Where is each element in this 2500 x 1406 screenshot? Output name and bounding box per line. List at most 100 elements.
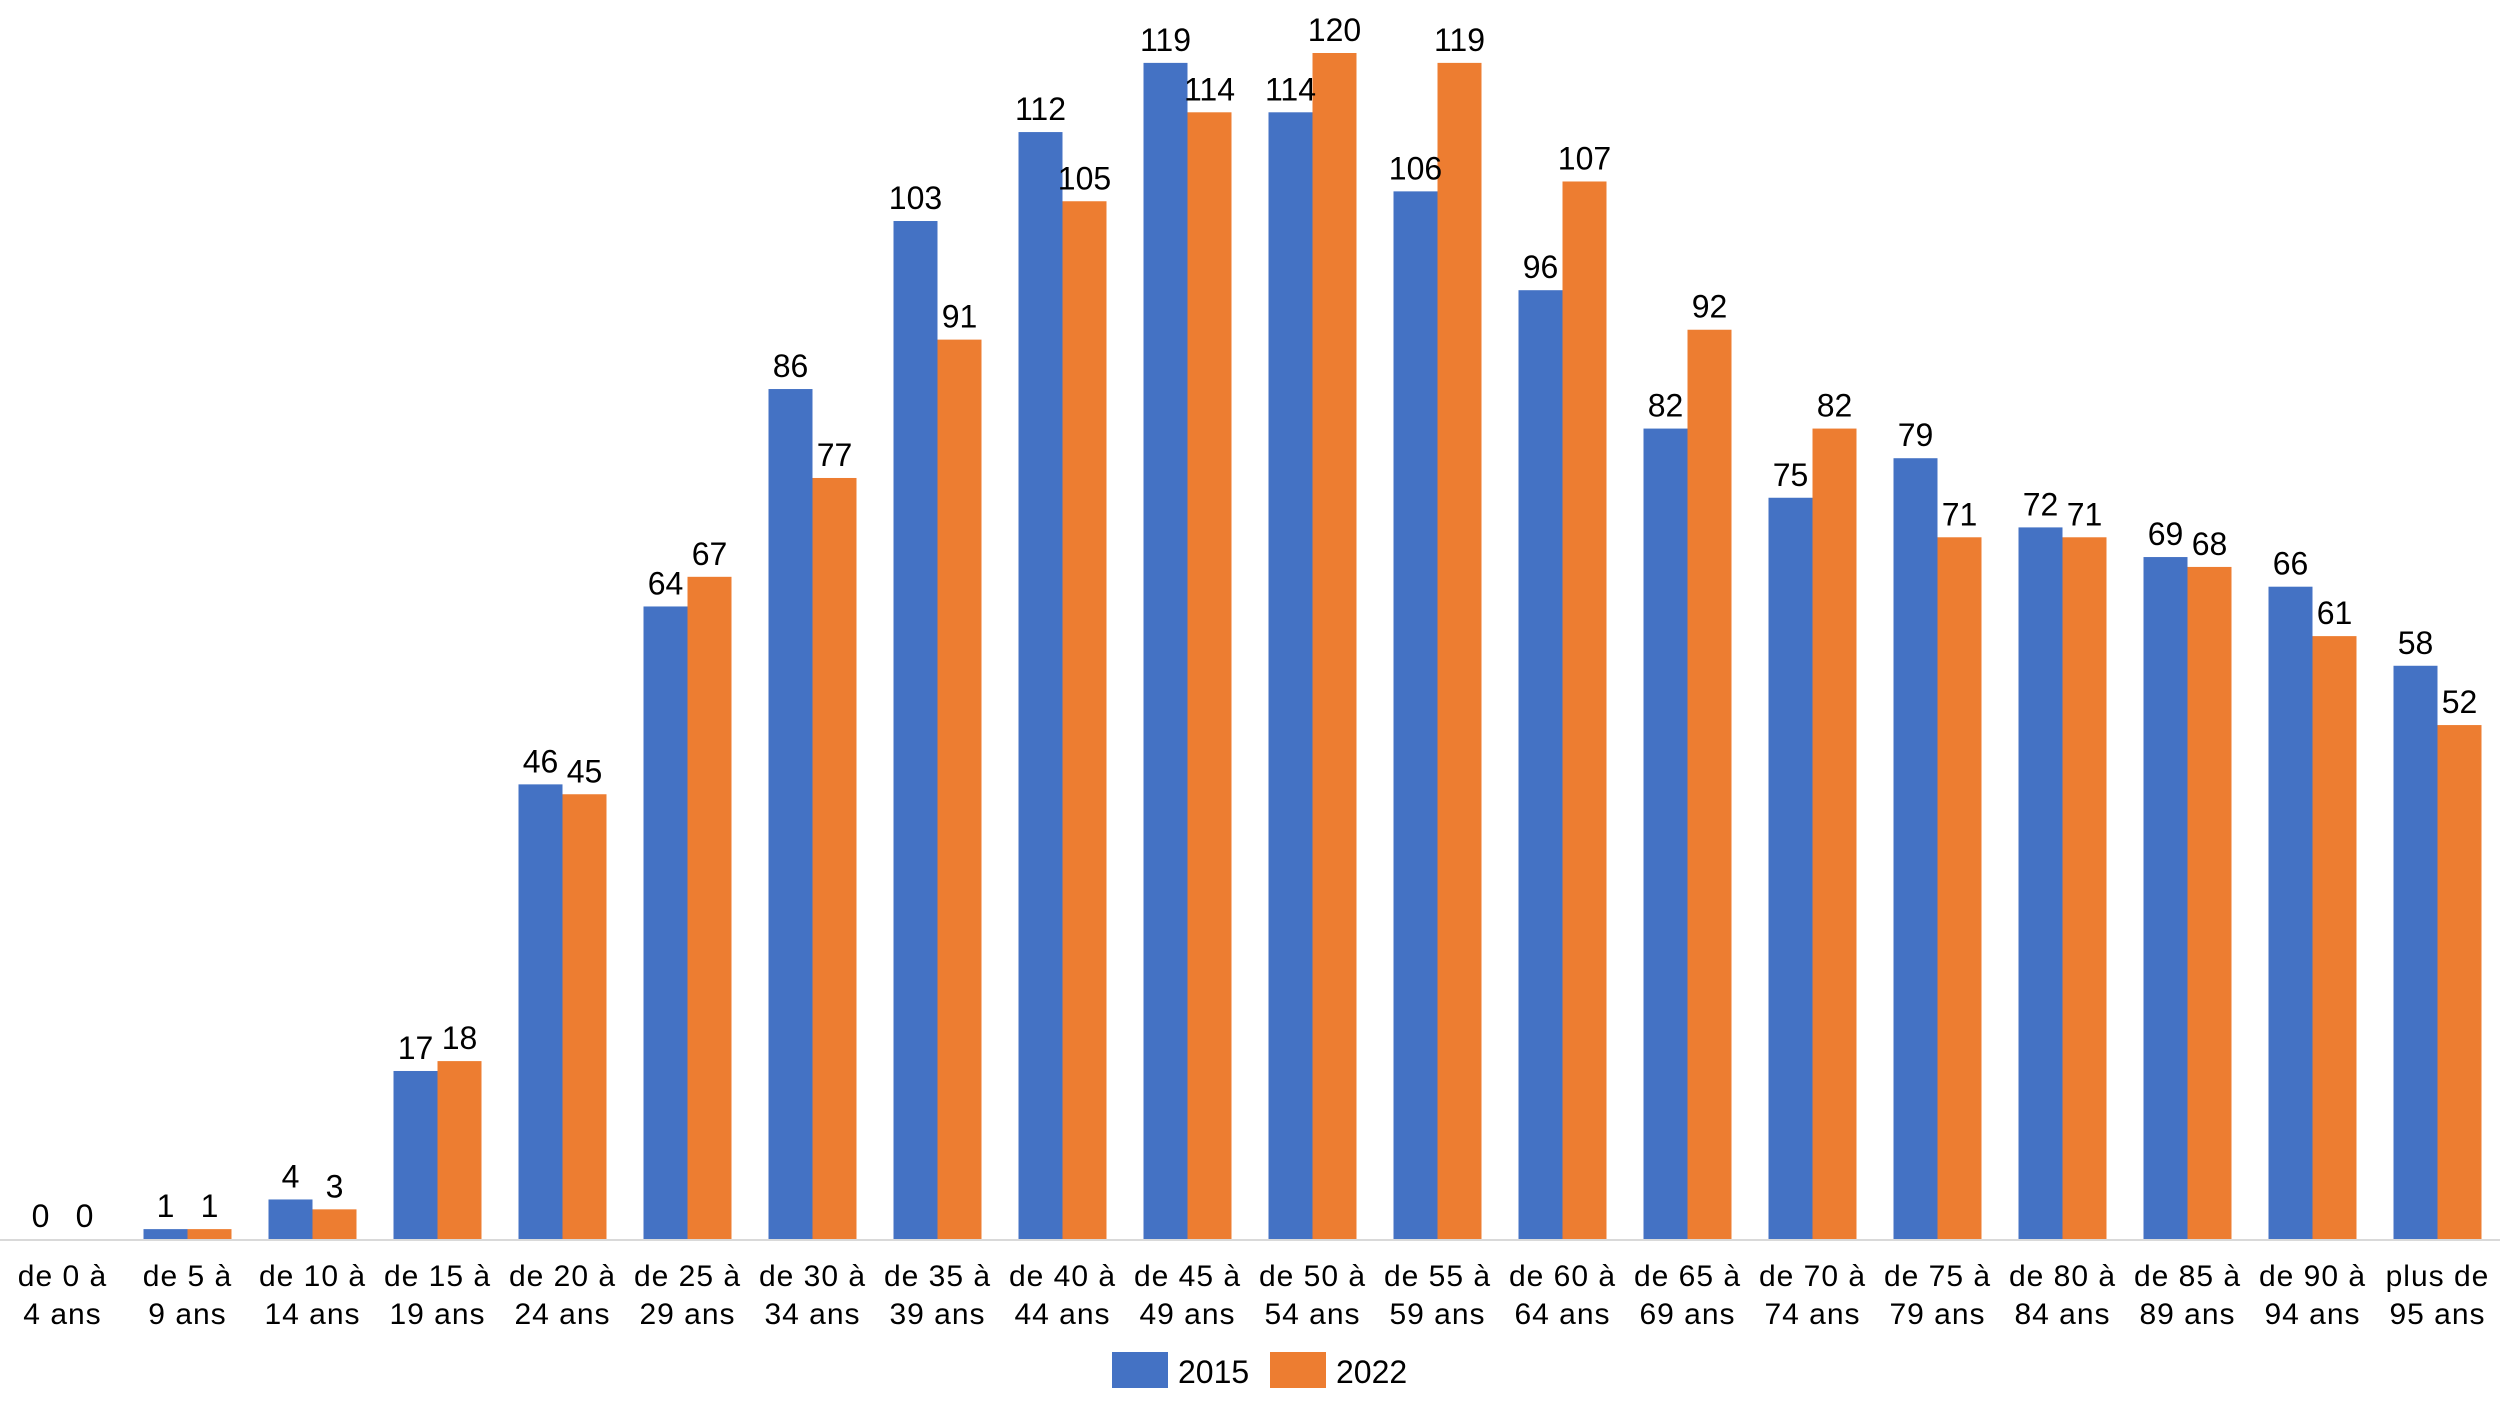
data-label-2015-8: 112 (1015, 91, 1066, 127)
data-label-2022-2: 3 (326, 1168, 344, 1204)
data-label-2015-15: 79 (1898, 417, 1934, 453)
category-label-0-line-1: 4 ans (23, 1298, 101, 1331)
bar-2015-14 (1768, 497, 1813, 1239)
bar-2022-2 (312, 1209, 357, 1239)
bar-2015-17 (2143, 557, 2188, 1239)
data-label-2022-4: 45 (567, 753, 603, 789)
bar-2015-8 (1018, 132, 1063, 1240)
bar-2022-17 (2187, 566, 2232, 1239)
category-label-14-line-1: 74 ans (1764, 1298, 1860, 1331)
bar-2022-18 (2312, 636, 2357, 1239)
data-label-2015-9: 119 (1140, 22, 1191, 58)
data-label-2022-9: 114 (1184, 71, 1235, 107)
data-label-2015-18: 66 (2273, 546, 2309, 582)
bar-2015-1 (143, 1229, 188, 1239)
bar-2022-7 (937, 339, 982, 1239)
data-label-2022-6: 77 (817, 437, 853, 473)
category-label-0-line-0: de 0 à (18, 1260, 107, 1293)
category-label-19-line-1: 95 ans (2389, 1298, 2485, 1331)
category-label-6-line-0: de 30 à (759, 1260, 866, 1293)
category-label-7-line-0: de 35 à (884, 1260, 991, 1293)
data-label-2022-5: 67 (692, 536, 728, 572)
category-label-7-line-1: 39 ans (889, 1298, 985, 1331)
category-label-11-line-1: 59 ans (1389, 1298, 1485, 1331)
data-label-2022-14: 82 (1817, 388, 1853, 424)
category-label-18-line-0: de 90 à (2259, 1260, 2366, 1293)
bar-2022-6 (812, 477, 857, 1239)
data-label-2022-19: 52 (2442, 684, 2478, 720)
data-label-2015-6: 86 (773, 348, 809, 384)
category-label-10-line-0: de 50 à (1259, 1260, 1366, 1293)
data-label-2015-19: 58 (2398, 625, 2434, 661)
category-label-11-line-0: de 55 à (1384, 1260, 1491, 1293)
data-label-2015-14: 75 (1773, 457, 1809, 493)
data-label-2015-7: 103 (889, 180, 942, 216)
category-label-3-line-0: de 15 à (384, 1260, 491, 1293)
bar-2022-14 (1812, 428, 1857, 1240)
category-label-4-line-0: de 20 à (509, 1260, 616, 1293)
bar-2022-9 (1187, 112, 1232, 1239)
category-label-14-line-0: de 70 à (1759, 1260, 1866, 1293)
data-label-2022-1: 1 (201, 1188, 219, 1224)
bar-2015-7 (893, 221, 938, 1239)
bar-2015-16 (2018, 527, 2063, 1239)
bar-2022-11 (1437, 62, 1482, 1240)
data-label-2022-7: 91 (942, 299, 978, 335)
bar-2015-18 (2268, 586, 2313, 1239)
category-label-8-line-0: de 40 à (1009, 1260, 1116, 1293)
bar-2022-8 (1062, 201, 1107, 1239)
data-label-2022-16: 71 (2067, 496, 2103, 532)
data-label-2015-16: 72 (2023, 486, 2059, 522)
bar-2015-2 (268, 1199, 313, 1239)
category-label-8-line-1: 44 ans (1014, 1298, 1110, 1331)
category-label-12-line-0: de 60 à (1509, 1260, 1616, 1293)
bar-2015-19 (2393, 665, 2438, 1239)
category-label-16-line-1: 84 ans (2014, 1298, 2110, 1331)
category-label-6-line-1: 34 ans (764, 1298, 860, 1331)
category-label-13-line-0: de 65 à (1634, 1260, 1741, 1293)
bar-2022-12 (1562, 181, 1607, 1239)
bar-2015-6 (768, 389, 813, 1239)
category-label-5-line-0: de 25 à (634, 1260, 741, 1293)
category-label-1-line-1: 9 ans (148, 1298, 226, 1331)
bar-2022-5 (687, 576, 732, 1239)
data-label-2022-17: 68 (2192, 526, 2228, 562)
data-label-2022-13: 92 (1692, 289, 1728, 325)
data-label-2015-13: 82 (1648, 388, 1684, 424)
category-label-3-line-1: 19 ans (389, 1298, 485, 1331)
data-label-2015-2: 4 (282, 1158, 300, 1194)
bar-2015-11 (1393, 191, 1438, 1239)
legend-label-2015: 2015 (1178, 1354, 1249, 1390)
bar-2022-10 (1312, 53, 1357, 1239)
category-label-1-line-0: de 5 à (143, 1260, 232, 1293)
data-label-2022-10: 120 (1308, 12, 1361, 48)
bar-2022-13 (1687, 329, 1732, 1239)
category-label-2-line-0: de 10 à (259, 1260, 366, 1293)
legend-swatch-2022 (1270, 1352, 1326, 1388)
bar-2022-19 (2437, 725, 2482, 1239)
bar-2015-5 (643, 606, 688, 1239)
data-label-2022-12: 107 (1558, 140, 1611, 176)
legend-label-2022: 2022 (1336, 1354, 1407, 1390)
data-label-2022-15: 71 (1942, 496, 1978, 532)
bars-layer (18, 53, 2482, 1240)
bar-2022-4 (562, 794, 607, 1239)
category-label-4-line-1: 24 ans (514, 1298, 610, 1331)
data-label-2015-17: 69 (2148, 516, 2184, 552)
data-label-2022-0: 0 (76, 1198, 94, 1234)
data-label-2015-12: 96 (1523, 249, 1559, 285)
category-label-17-line-1: 89 ans (2139, 1298, 2235, 1331)
category-label-9-line-1: 49 ans (1139, 1298, 1235, 1331)
category-label-9-line-0: de 45 à (1134, 1260, 1241, 1293)
category-label-5-line-1: 29 ans (639, 1298, 735, 1331)
data-label-2015-0: 0 (32, 1198, 50, 1234)
data-label-2015-11: 106 (1389, 150, 1442, 186)
bar-2015-4 (518, 784, 563, 1239)
data-label-2022-8: 105 (1058, 160, 1111, 196)
category-labels-layer: de 0 à 4 ans de 5 à 9 ans de 10 à 14 ans de 15… (18, 1260, 2489, 1331)
bar-2015-10 (1268, 112, 1313, 1239)
data-label-2022-11: 119 (1434, 22, 1485, 58)
